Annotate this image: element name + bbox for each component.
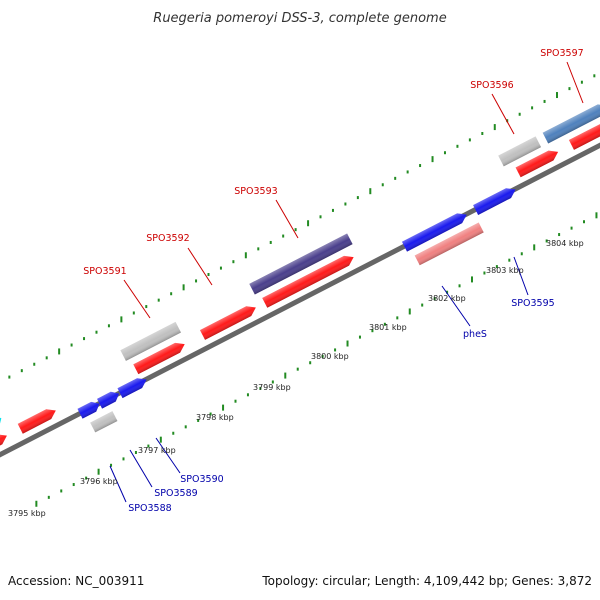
label-leader (109, 465, 127, 503)
label-leader (187, 247, 213, 286)
labels: 3795 kbp 3796 kbp 3797 kbp 3798 kbp 3799 kbp… (8, 48, 584, 518)
cds-arrow (262, 255, 354, 308)
gene-label: pheS (463, 329, 487, 340)
tick-label: 3799 kbp (253, 383, 291, 392)
gene-label: SPO3590 (180, 474, 223, 485)
gene-arrow-blue (401, 213, 467, 252)
label-leader (155, 437, 181, 474)
cds-arrow (568, 116, 600, 150)
tick-label: 3796 kbp (80, 477, 118, 486)
gene-box-purple (249, 233, 353, 295)
gene-label: SPO3597 (540, 48, 583, 59)
gene-arrow-steel (542, 104, 600, 144)
label-leader (566, 61, 584, 104)
gene-label: SPO3592 (146, 233, 189, 244)
label-leader (129, 449, 153, 488)
label-leader (123, 279, 151, 319)
label-leader (491, 93, 515, 135)
map-title: Ruegeria pomeroyi DSS-3, complete genome (153, 11, 446, 26)
tick-label: 3802 kbp (428, 294, 466, 303)
tick-label: 3800 kbp (311, 352, 349, 361)
cds-arrow (133, 342, 185, 375)
gene-arrow-blue (473, 188, 516, 215)
tick-label: 3795 kbp (8, 509, 46, 518)
tick-label: 3804 kbp (546, 239, 584, 248)
label-leader (513, 256, 529, 296)
gene-box-grey (120, 321, 182, 361)
gene-label: SPO3595 (511, 298, 554, 309)
tick-label: 3803 kbp (486, 266, 524, 275)
gene-box-grey (90, 411, 118, 433)
label-leaders (109, 61, 584, 503)
gene-label: SPO3588 (128, 503, 171, 514)
gene-label: SPO3593 (234, 186, 277, 197)
accession-text: Accession: NC_003911 (8, 574, 145, 588)
gene-box-grey (498, 136, 542, 167)
gene-features (0, 104, 600, 455)
gene-arrow-cyan (0, 415, 2, 432)
tick-label: 3797 kbp (138, 446, 176, 455)
genome-backbone (0, 142, 600, 458)
gene-label: SPO3589 (154, 488, 197, 499)
label-leader (441, 285, 471, 327)
gene-box-pink (414, 222, 484, 266)
tick-label: 3801 kbp (369, 323, 407, 332)
topology-text: Topology: circular; Length: 4,109,442 bp… (262, 574, 592, 588)
cds-arrow (17, 409, 56, 434)
cds-arrow (199, 306, 256, 340)
gene-arrow-blue (97, 391, 120, 409)
label-leader (275, 199, 299, 239)
gene-label: SPO3596 (470, 80, 513, 91)
tick-label: 3798 kbp (196, 413, 234, 422)
gene-arrow-blue (77, 401, 100, 419)
gene-arrow-blue (117, 378, 147, 399)
cds-arrow (515, 150, 559, 178)
ruler-dots (8, 74, 598, 507)
gene-label: SPO3591 (83, 266, 126, 277)
